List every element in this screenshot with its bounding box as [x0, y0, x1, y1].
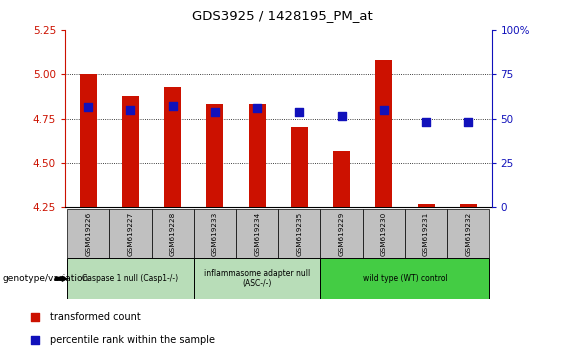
Text: GSM619230: GSM619230	[381, 211, 387, 256]
Point	[253, 105, 262, 111]
Bar	[151, 209, 194, 258]
Text: GSM619232: GSM619232	[466, 211, 471, 256]
Bar	[418, 205, 434, 207]
Text: inflammasome adapter null
(ASC-/-): inflammasome adapter null (ASC-/-)	[204, 269, 310, 289]
Bar	[320, 258, 489, 299]
Bar	[122, 96, 139, 207]
Bar	[80, 74, 97, 207]
Text: transformed count: transformed count	[50, 312, 141, 322]
Bar	[333, 151, 350, 207]
Text: GSM619235: GSM619235	[297, 211, 302, 256]
Point	[168, 103, 177, 109]
Point	[126, 107, 135, 113]
Bar	[67, 209, 109, 258]
Bar	[67, 258, 194, 299]
Bar	[460, 205, 477, 207]
Bar	[405, 209, 447, 258]
Bar	[249, 104, 266, 207]
Text: wild type (WT) control: wild type (WT) control	[363, 274, 447, 283]
Text: GSM619229: GSM619229	[338, 211, 345, 256]
Bar	[164, 87, 181, 207]
Bar	[109, 209, 151, 258]
Point	[295, 109, 304, 114]
Point	[337, 114, 346, 119]
Bar	[206, 104, 223, 207]
Bar	[320, 209, 363, 258]
Point	[31, 314, 40, 320]
Point	[421, 119, 431, 125]
Bar	[447, 209, 489, 258]
Text: genotype/variation: genotype/variation	[3, 274, 89, 283]
Point	[84, 104, 93, 110]
Text: percentile rank within the sample: percentile rank within the sample	[50, 335, 215, 346]
Point	[31, 337, 40, 343]
Bar	[375, 60, 392, 207]
Point	[210, 109, 219, 114]
Text: GSM619234: GSM619234	[254, 211, 260, 256]
Text: GSM619228: GSM619228	[170, 211, 176, 256]
Point	[464, 119, 473, 125]
Text: GSM619226: GSM619226	[85, 211, 91, 256]
Text: Caspase 1 null (Casp1-/-): Caspase 1 null (Casp1-/-)	[82, 274, 179, 283]
Bar	[291, 127, 308, 207]
Bar	[194, 209, 236, 258]
Text: GDS3925 / 1428195_PM_at: GDS3925 / 1428195_PM_at	[192, 9, 373, 22]
Text: GSM619231: GSM619231	[423, 211, 429, 256]
Bar	[236, 209, 278, 258]
Bar	[278, 209, 320, 258]
Text: GSM619233: GSM619233	[212, 211, 218, 256]
Bar	[194, 258, 320, 299]
Text: GSM619227: GSM619227	[128, 211, 133, 256]
Bar	[363, 209, 405, 258]
Point	[379, 107, 388, 113]
